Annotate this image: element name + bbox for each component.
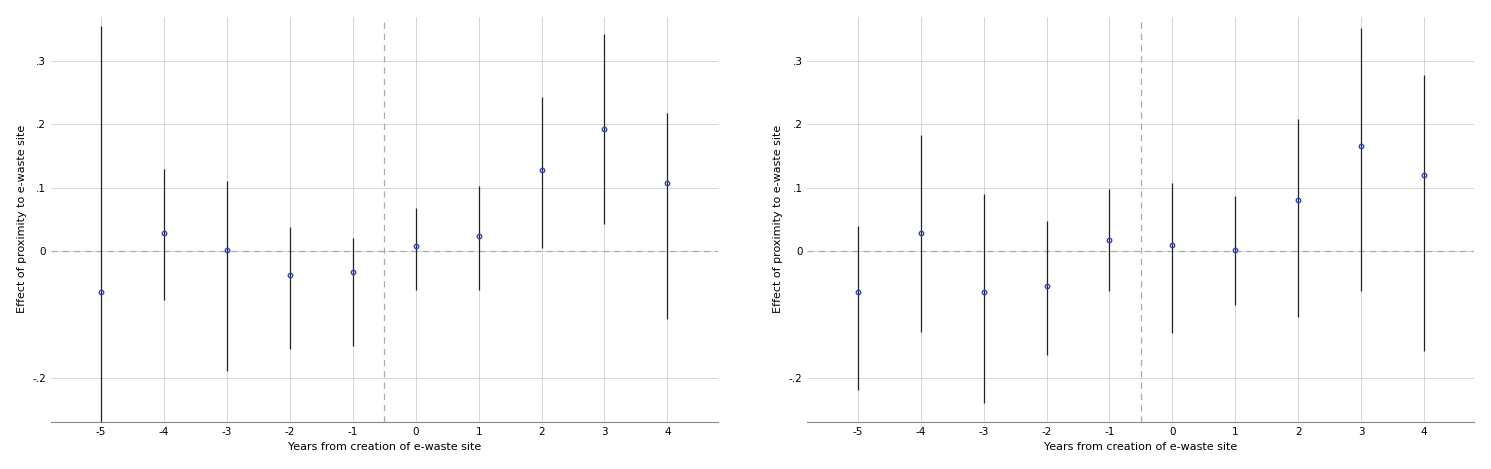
Y-axis label: Effect of proximity to e-waste site: Effect of proximity to e-waste site (774, 125, 783, 313)
Y-axis label: Effect of proximity to e-waste site: Effect of proximity to e-waste site (16, 125, 27, 313)
X-axis label: Years from creation of e-waste site: Years from creation of e-waste site (288, 442, 482, 452)
X-axis label: Years from creation of e-waste site: Years from creation of e-waste site (1044, 442, 1238, 452)
